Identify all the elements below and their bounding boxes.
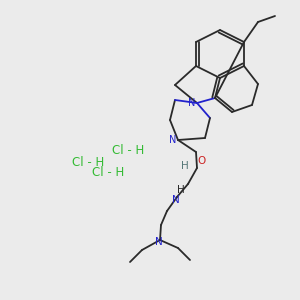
Text: N: N [155, 237, 163, 247]
Text: O: O [198, 156, 206, 166]
Text: H: H [181, 161, 189, 171]
Text: N: N [172, 195, 180, 205]
Text: H: H [177, 185, 185, 195]
Text: Cl - H: Cl - H [112, 145, 144, 158]
Text: N: N [169, 135, 177, 145]
Text: Cl - H: Cl - H [72, 155, 104, 169]
Text: Cl - H: Cl - H [92, 167, 124, 179]
Text: N: N [188, 98, 196, 108]
